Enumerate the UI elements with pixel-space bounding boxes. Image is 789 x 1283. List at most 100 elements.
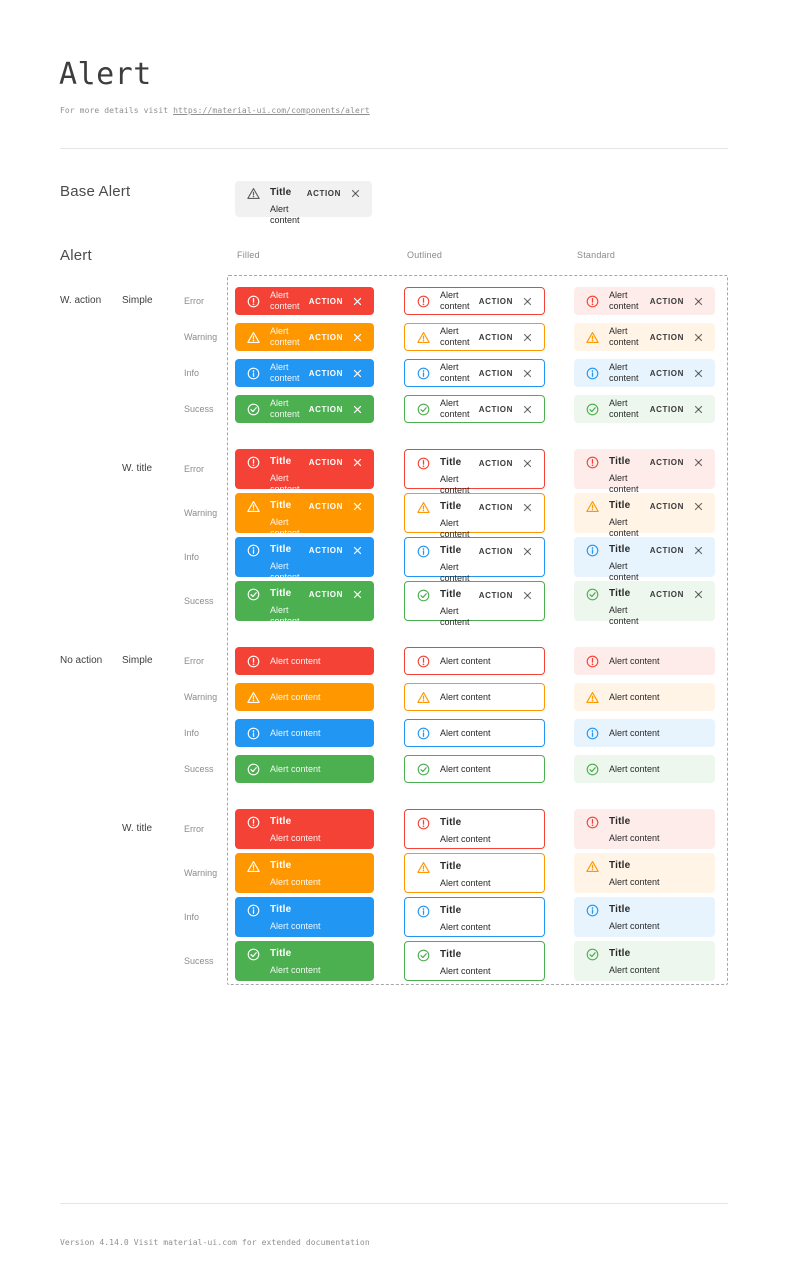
- error-outline-icon: [586, 295, 599, 308]
- action-button[interactable]: ACTION: [478, 296, 513, 306]
- close-icon[interactable]: [694, 405, 703, 414]
- alert-body: Alert content: [440, 326, 471, 348]
- close-icon[interactable]: [694, 590, 703, 599]
- alert-content: Alert content: [270, 763, 321, 774]
- severity-label-error: Error: [184, 296, 204, 306]
- alert-content: Alert content: [440, 763, 491, 774]
- alert-body: Title Alert content: [609, 860, 703, 888]
- info-outline-icon: [586, 904, 599, 917]
- error-outline-icon: [417, 817, 430, 830]
- docs-link[interactable]: https://material-ui.com/components/alert: [173, 106, 370, 115]
- close-icon[interactable]: [523, 297, 532, 306]
- alert-section-label: Alert: [60, 247, 92, 264]
- action-button[interactable]: ACTION: [478, 459, 513, 468]
- alert-actions: ACTION: [479, 333, 532, 342]
- severity-label-info: Info: [184, 728, 200, 738]
- action-button[interactable]: ACTION: [308, 296, 343, 306]
- close-icon[interactable]: [523, 333, 532, 342]
- warning-triangle-icon: [417, 331, 430, 344]
- close-icon[interactable]: [694, 333, 703, 342]
- check-circle-outline-icon: [417, 949, 430, 962]
- alert-content: Alert content: [270, 833, 321, 843]
- alert-base-base-titled: Title Alert content ACTION: [235, 181, 372, 225]
- action-button[interactable]: ACTION: [478, 503, 513, 512]
- alert-actions: ACTION: [479, 591, 532, 600]
- alert-body: Alert content: [440, 656, 532, 667]
- action-button[interactable]: ACTION: [649, 332, 684, 342]
- alert-body: Alert content: [440, 764, 532, 775]
- alert-standard-info-titled-no-action: Title Alert content: [574, 897, 715, 937]
- action-button[interactable]: ACTION: [478, 332, 513, 342]
- alert-filled-error-titled: Title Alert content ACTION: [235, 449, 374, 494]
- close-icon[interactable]: [694, 546, 703, 555]
- close-icon[interactable]: [694, 502, 703, 511]
- alert-content: Alert content: [609, 290, 639, 311]
- info-outline-icon: [417, 367, 430, 380]
- alert-body: Title Alert content: [270, 500, 301, 539]
- alert-body: Alert content: [270, 728, 362, 739]
- close-icon[interactable]: [353, 297, 362, 306]
- action-button[interactable]: ACTION: [308, 590, 343, 599]
- alert-body: Alert content: [609, 728, 703, 739]
- group-label-0: W. action: [60, 295, 102, 306]
- action-button[interactable]: ACTION: [649, 458, 684, 467]
- action-button[interactable]: ACTION: [649, 368, 684, 378]
- action-button[interactable]: ACTION: [308, 368, 343, 378]
- close-icon[interactable]: [523, 459, 532, 468]
- alert-content: Alert content: [270, 877, 321, 887]
- alert-content: Alert content: [440, 518, 470, 539]
- alert-actions: ACTION: [309, 333, 362, 342]
- info-outline-icon: [417, 727, 430, 740]
- action-button[interactable]: ACTION: [649, 404, 684, 414]
- alert-body: Alert content: [609, 290, 642, 312]
- action-button[interactable]: ACTION: [478, 547, 513, 556]
- close-icon[interactable]: [523, 503, 532, 512]
- alert-body: Title Alert content: [440, 501, 471, 540]
- alert-standard-error-no-action: Alert content: [574, 647, 715, 675]
- alert-body: Title Alert content: [609, 904, 703, 932]
- close-icon[interactable]: [523, 547, 532, 556]
- alert-standard-error: Alert content ACTION: [574, 287, 715, 315]
- alert-filled-error-titled-no-action: Title Alert content: [235, 809, 374, 849]
- close-icon[interactable]: [353, 502, 362, 511]
- error-outline-icon: [586, 655, 599, 668]
- close-icon[interactable]: [523, 591, 532, 600]
- alert-body: Title Alert content: [270, 904, 362, 932]
- alert-title: Title: [270, 904, 292, 915]
- close-icon[interactable]: [353, 458, 362, 467]
- alert-actions: ACTION: [650, 458, 703, 467]
- action-button[interactable]: ACTION: [308, 458, 343, 467]
- severity-label-error: Error: [184, 656, 204, 666]
- close-icon[interactable]: [694, 369, 703, 378]
- action-button[interactable]: ACTION: [649, 502, 684, 511]
- action-button[interactable]: ACTION: [649, 546, 684, 555]
- close-icon[interactable]: [523, 405, 532, 414]
- action-button[interactable]: ACTION: [308, 546, 343, 555]
- subgroup-label: W. title: [122, 463, 153, 474]
- close-icon[interactable]: [694, 297, 703, 306]
- warning-triangle-icon: [247, 331, 260, 344]
- alert-body: Alert content: [270, 656, 362, 667]
- action-button[interactable]: ACTION: [649, 590, 684, 599]
- alert-body: Alert content: [609, 362, 642, 384]
- action-button[interactable]: ACTION: [308, 332, 343, 342]
- action-button[interactable]: ACTION: [478, 591, 513, 600]
- close-icon[interactable]: [353, 333, 362, 342]
- alert-body: Title Alert content: [440, 457, 471, 496]
- close-icon[interactable]: [353, 546, 362, 555]
- close-icon[interactable]: [694, 458, 703, 467]
- close-icon[interactable]: [353, 405, 362, 414]
- warning-triangle-icon: [247, 187, 260, 200]
- action-button[interactable]: ACTION: [478, 404, 513, 414]
- action-button[interactable]: ACTION: [306, 189, 341, 198]
- close-icon[interactable]: [353, 590, 362, 599]
- close-icon[interactable]: [353, 369, 362, 378]
- alert-actions: ACTION: [650, 546, 703, 555]
- close-icon[interactable]: [523, 369, 532, 378]
- action-button[interactable]: ACTION: [308, 502, 343, 511]
- action-button[interactable]: ACTION: [649, 296, 684, 306]
- close-icon[interactable]: [351, 189, 360, 198]
- action-button[interactable]: ACTION: [308, 404, 343, 414]
- alert-content: Alert content: [440, 727, 491, 738]
- action-button[interactable]: ACTION: [478, 368, 513, 378]
